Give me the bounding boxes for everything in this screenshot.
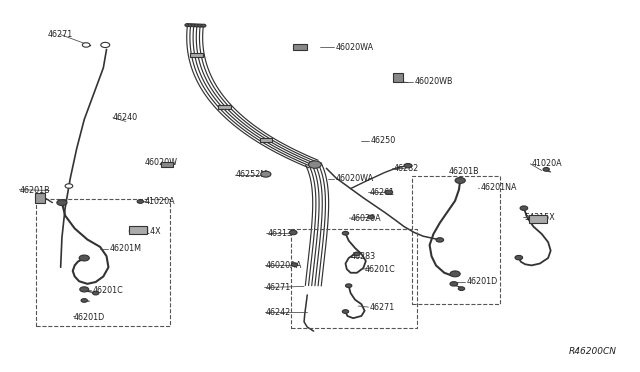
Bar <box>190 53 203 57</box>
Text: 46201D: 46201D <box>467 278 498 286</box>
Circle shape <box>436 238 444 242</box>
Text: 46250: 46250 <box>371 137 396 145</box>
Text: 46020A: 46020A <box>351 214 381 222</box>
Circle shape <box>81 299 88 302</box>
Circle shape <box>137 200 143 203</box>
Circle shape <box>346 284 352 288</box>
Circle shape <box>191 24 196 27</box>
Circle shape <box>342 231 349 235</box>
Circle shape <box>450 282 458 286</box>
Text: 46240: 46240 <box>113 113 138 122</box>
Circle shape <box>520 206 528 211</box>
Bar <box>129 225 147 234</box>
Circle shape <box>260 171 271 177</box>
Text: 46201C: 46201C <box>93 286 124 295</box>
Text: 46201B: 46201B <box>449 167 479 176</box>
Bar <box>161 162 173 167</box>
Circle shape <box>458 287 465 291</box>
Text: 46020WA: 46020WA <box>335 174 373 183</box>
Circle shape <box>385 190 393 195</box>
Text: 46283: 46283 <box>351 252 376 262</box>
Circle shape <box>57 200 67 206</box>
Circle shape <box>342 310 349 313</box>
Text: 46242: 46242 <box>266 308 291 317</box>
Text: 46271: 46271 <box>266 283 291 292</box>
Text: 46201C: 46201C <box>365 264 396 273</box>
Text: 46201B: 46201B <box>19 186 50 195</box>
Circle shape <box>450 271 460 277</box>
Bar <box>292 44 307 50</box>
Text: 54314X: 54314X <box>130 227 161 235</box>
Text: 46020WA: 46020WA <box>336 43 374 52</box>
Text: 46020W: 46020W <box>144 158 177 167</box>
Circle shape <box>201 24 206 27</box>
Bar <box>291 229 417 328</box>
Circle shape <box>515 256 523 260</box>
Circle shape <box>289 230 297 235</box>
Text: 46020WB: 46020WB <box>414 77 453 86</box>
Circle shape <box>291 263 298 266</box>
Circle shape <box>368 215 374 219</box>
Text: 46271: 46271 <box>48 30 73 39</box>
Circle shape <box>188 24 193 27</box>
Circle shape <box>93 291 99 295</box>
Text: 46282: 46282 <box>394 164 419 173</box>
Text: 41020A: 41020A <box>144 197 175 206</box>
Bar <box>529 215 547 223</box>
Text: 54315X: 54315X <box>524 213 555 222</box>
Text: 46201M: 46201M <box>109 244 141 253</box>
Text: 46020AA: 46020AA <box>266 260 302 269</box>
Circle shape <box>455 177 465 183</box>
Text: R46200CN: R46200CN <box>568 347 616 356</box>
Circle shape <box>354 252 360 256</box>
Bar <box>393 73 403 83</box>
Circle shape <box>404 163 412 168</box>
Text: 46252M: 46252M <box>236 170 268 179</box>
Circle shape <box>543 167 549 171</box>
Circle shape <box>100 42 109 48</box>
Text: 41020A: 41020A <box>532 159 562 169</box>
Circle shape <box>198 24 203 27</box>
Bar <box>218 105 230 109</box>
Circle shape <box>83 43 90 47</box>
Text: 46313: 46313 <box>268 229 292 238</box>
Bar <box>412 176 500 304</box>
Text: 46201D: 46201D <box>74 312 105 321</box>
Text: 46201NA: 46201NA <box>481 183 517 192</box>
Text: 46271: 46271 <box>370 302 395 312</box>
Bar <box>35 193 45 203</box>
Circle shape <box>79 255 90 261</box>
Circle shape <box>185 23 190 26</box>
Bar <box>36 199 170 326</box>
Circle shape <box>65 184 73 188</box>
Circle shape <box>195 24 200 27</box>
Bar <box>260 138 273 142</box>
Text: 46261: 46261 <box>370 188 395 197</box>
Circle shape <box>308 161 321 168</box>
Circle shape <box>80 287 89 292</box>
